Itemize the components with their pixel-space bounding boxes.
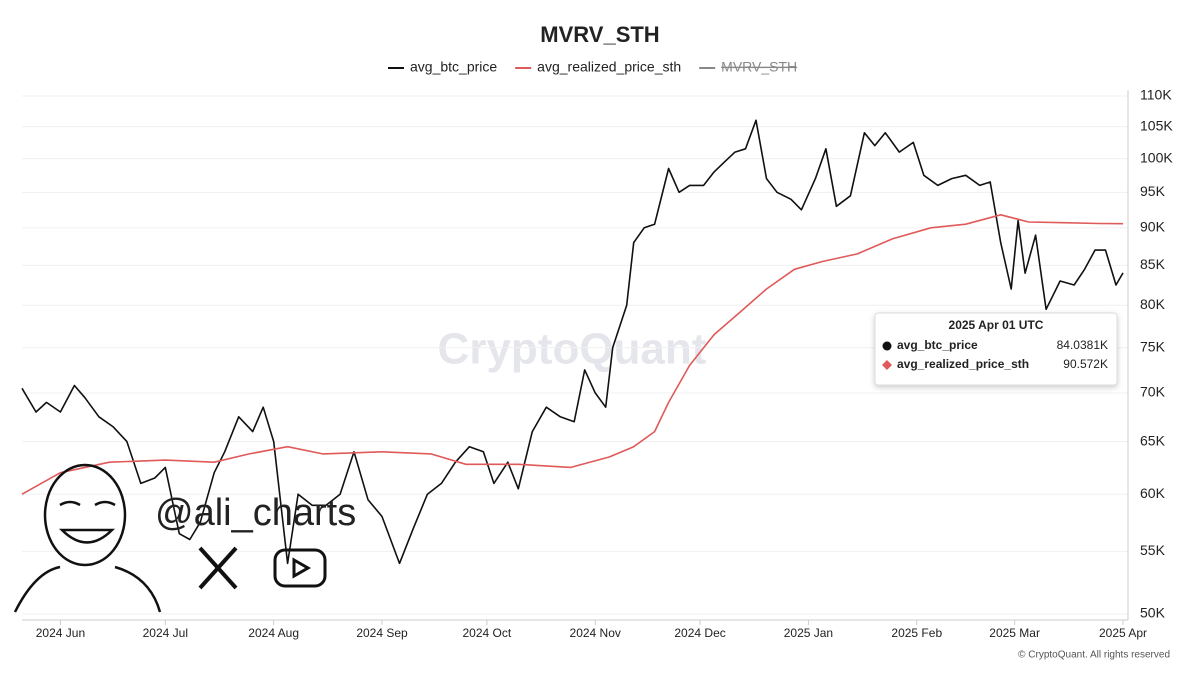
tooltip-name: avg_btc_price: [897, 338, 978, 352]
y-tick-label: 105K: [1140, 117, 1173, 133]
series-line: [21, 214, 1124, 495]
x-tick-label: 2025 Apr: [1099, 626, 1147, 640]
y-tick-label: 80K: [1140, 296, 1166, 312]
chart-title: MVRV_STH: [540, 22, 659, 47]
x-tick-label: 2025 Feb: [891, 626, 942, 640]
legend-label: MVRV_STH: [721, 59, 797, 75]
avatar: [13, 463, 162, 613]
x-tick-label: 2025 Jan: [784, 626, 833, 640]
tooltip-marker: [882, 341, 892, 351]
y-tick-label: 70K: [1140, 384, 1166, 400]
legend-label: avg_btc_price: [410, 59, 497, 75]
legend-label: avg_realized_price_sth: [537, 59, 681, 75]
legend-item[interactable]: avg_realized_price_sth: [515, 59, 681, 75]
y-tick-label: 90K: [1140, 219, 1166, 235]
tooltip-value: 84.0381K: [1057, 338, 1108, 352]
plot: 50K 55K 60K 65K 70K 75K 80K 85K 90K 95K 100K 105K 11…: [21, 87, 1173, 640]
tooltip: 2025 Apr 01 UTC avg_btc_price 84.0381K avg_…: [874, 312, 1118, 386]
y-tick-label: 85K: [1140, 256, 1166, 272]
x-tick-label: 2024 Aug: [248, 626, 299, 640]
tooltip-name: avg_realized_price_sth: [897, 357, 1029, 371]
tooltip-date: 2025 Apr 01 UTC: [949, 318, 1044, 332]
y-tick-label: 95K: [1140, 183, 1166, 199]
series-line: [21, 119, 1124, 565]
legend-item[interactable]: MVRV_STH: [699, 59, 797, 75]
legend: avg_btc_price avg_realized_price_sth MVRV_…: [388, 59, 797, 75]
x-tick-label: 2024 Oct: [463, 626, 512, 640]
x-icon: [198, 546, 238, 590]
youtube-icon: [273, 548, 327, 588]
x-tick-label: 2024 Jun: [36, 626, 85, 640]
handle: @ali_charts: [155, 492, 356, 534]
y-tick-label: 75K: [1140, 338, 1166, 354]
legend-item[interactable]: avg_btc_price: [388, 59, 497, 75]
y-tick-label: 60K: [1140, 485, 1166, 501]
watermark: CryptoQuant: [438, 325, 707, 374]
y-tick-label: 65K: [1140, 432, 1166, 448]
tooltip-marker: [882, 360, 892, 370]
x-tick-label: 2024 Nov: [570, 626, 621, 640]
x-tick-label: 2024 Jul: [143, 626, 188, 640]
x-tick-label: 2025 Mar: [989, 626, 1040, 640]
x-tick-label: 2024 Sep: [356, 626, 408, 640]
y-tick-label: 50K: [1140, 605, 1166, 621]
y-tick-label: 55K: [1140, 542, 1166, 558]
y-tick-label: 110K: [1140, 87, 1172, 103]
tooltip-box: [874, 312, 1118, 386]
footer: © CryptoQuant. All rights reserved: [1018, 650, 1170, 661]
x-tick-label: 2024 Dec: [674, 626, 725, 640]
tooltip-value: 90.572K: [1063, 357, 1108, 371]
y-tick-label: 100K: [1140, 149, 1173, 165]
